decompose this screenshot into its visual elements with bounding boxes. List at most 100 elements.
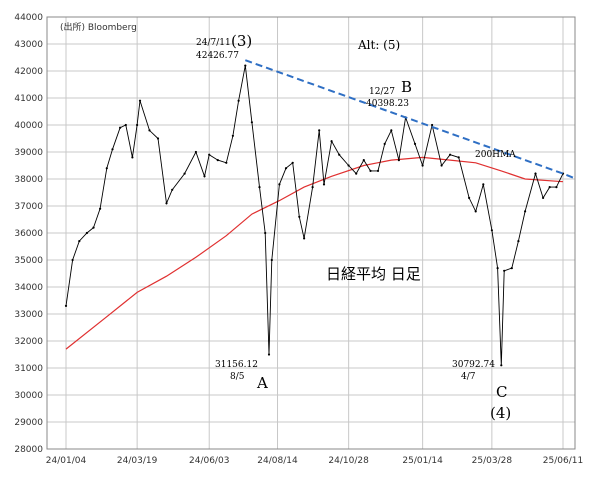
price-point (468, 196, 471, 199)
peak-3-value: 42426.77 (196, 51, 239, 61)
price-point (303, 237, 306, 240)
y-tick-label: 43000 (14, 40, 43, 50)
ma-label: 200HMA (475, 150, 516, 160)
price-point (105, 167, 108, 170)
price-point (267, 353, 271, 356)
ma-series (65, 156, 564, 350)
grid (47, 16, 575, 450)
price-point (318, 129, 321, 132)
x-tick-label: 25/06/11 (543, 456, 583, 466)
price-point (99, 207, 102, 210)
x-tick-label: 24/06/03 (189, 456, 229, 466)
price-point (298, 215, 301, 218)
price-point (171, 188, 174, 191)
y-tick-label: 36000 (14, 229, 43, 239)
price-point (397, 159, 400, 162)
peak-3-wave: (3) (231, 32, 252, 50)
price-point (85, 231, 88, 235)
trendline-series (244, 59, 577, 180)
chart-title: 日経平均 日足 (326, 265, 421, 283)
price-point (278, 183, 281, 186)
price-point (548, 186, 551, 189)
y-tick-label: 31000 (14, 364, 43, 374)
peak-b-date: 12/27 (369, 87, 395, 97)
y-tick-label: 33000 (14, 310, 43, 320)
price-point (369, 169, 372, 172)
price-point (440, 164, 443, 167)
price-point (111, 148, 114, 151)
price-point (138, 99, 142, 102)
y-tick-label: 29000 (14, 418, 43, 428)
price-point (431, 123, 434, 127)
price-point (517, 240, 520, 243)
price-point (156, 137, 160, 140)
price-point (270, 258, 273, 262)
price-point (330, 140, 333, 143)
price-point (555, 186, 558, 189)
y-tick-label: 35000 (14, 256, 43, 266)
price-point (474, 210, 477, 213)
y-tick-label: 39000 (14, 148, 43, 158)
price-series (64, 64, 565, 367)
price-point (237, 99, 240, 102)
price-point (482, 183, 485, 186)
source-label: (出所) Bloomberg (60, 21, 137, 33)
price-point (291, 161, 294, 164)
price-point (490, 229, 493, 232)
trough-c-wave: C (496, 383, 507, 401)
y-tick-label: 30000 (14, 391, 43, 401)
x-tick-label: 25/01/14 (402, 456, 443, 466)
price-point (119, 126, 122, 129)
price-point (421, 164, 424, 167)
trough-a-wave: A (256, 374, 268, 392)
x-axis: 24/01/04 24/03/19 24/06/03 24/08/14 24/10/28… (46, 456, 583, 466)
price-point (503, 269, 506, 272)
price-point (510, 267, 513, 270)
price-point (338, 153, 341, 156)
x-tick-label: 24/10/28 (328, 456, 369, 466)
trough-a-value: 31156.12 (215, 360, 258, 370)
price-point (449, 153, 452, 156)
price-point (250, 121, 253, 124)
y-tick-label: 38000 (14, 175, 43, 185)
price-point (383, 142, 386, 145)
x-tick-label: 24/03/19 (117, 456, 158, 466)
y-tick-label: 44000 (14, 13, 43, 23)
price-point (311, 186, 314, 189)
price-point (376, 169, 380, 172)
trough-c-value: 30792.74 (452, 360, 495, 370)
alt-label: Alt: (5) (357, 38, 400, 52)
x-tick-label: 24/01/04 (46, 456, 87, 466)
price-point (534, 172, 537, 175)
price-point (148, 129, 151, 132)
price-point (322, 183, 326, 186)
x-tick-label: 25/03/28 (472, 456, 513, 466)
price-point (284, 167, 288, 170)
price-point (390, 129, 393, 132)
trough-c-date: 4/7 (461, 372, 476, 382)
price-point (216, 159, 219, 162)
price-point (355, 172, 358, 175)
y-tick-label: 40000 (14, 121, 43, 131)
price-point (225, 161, 228, 164)
price-point (542, 196, 545, 199)
y-axis: 28000 29000 30000 31000 32000 33000 34000 35000… (14, 13, 43, 455)
price-point (203, 175, 206, 178)
price-point (347, 164, 350, 167)
peak-b-wave: B (401, 78, 412, 96)
price-point (194, 150, 197, 154)
price-point (183, 172, 186, 175)
y-tick-label: 42000 (14, 67, 43, 77)
price-point (136, 123, 139, 127)
ma-line (65, 156, 564, 350)
plot-frame (46, 16, 576, 450)
peak-b-value: 40398.23 (366, 99, 409, 109)
price-point (496, 267, 499, 270)
price-point (524, 210, 527, 213)
price-point (264, 231, 267, 235)
price-point (64, 304, 68, 307)
price-point (362, 159, 365, 162)
peak-3-date: 24/7/11 (196, 38, 231, 48)
price-point (457, 156, 460, 159)
